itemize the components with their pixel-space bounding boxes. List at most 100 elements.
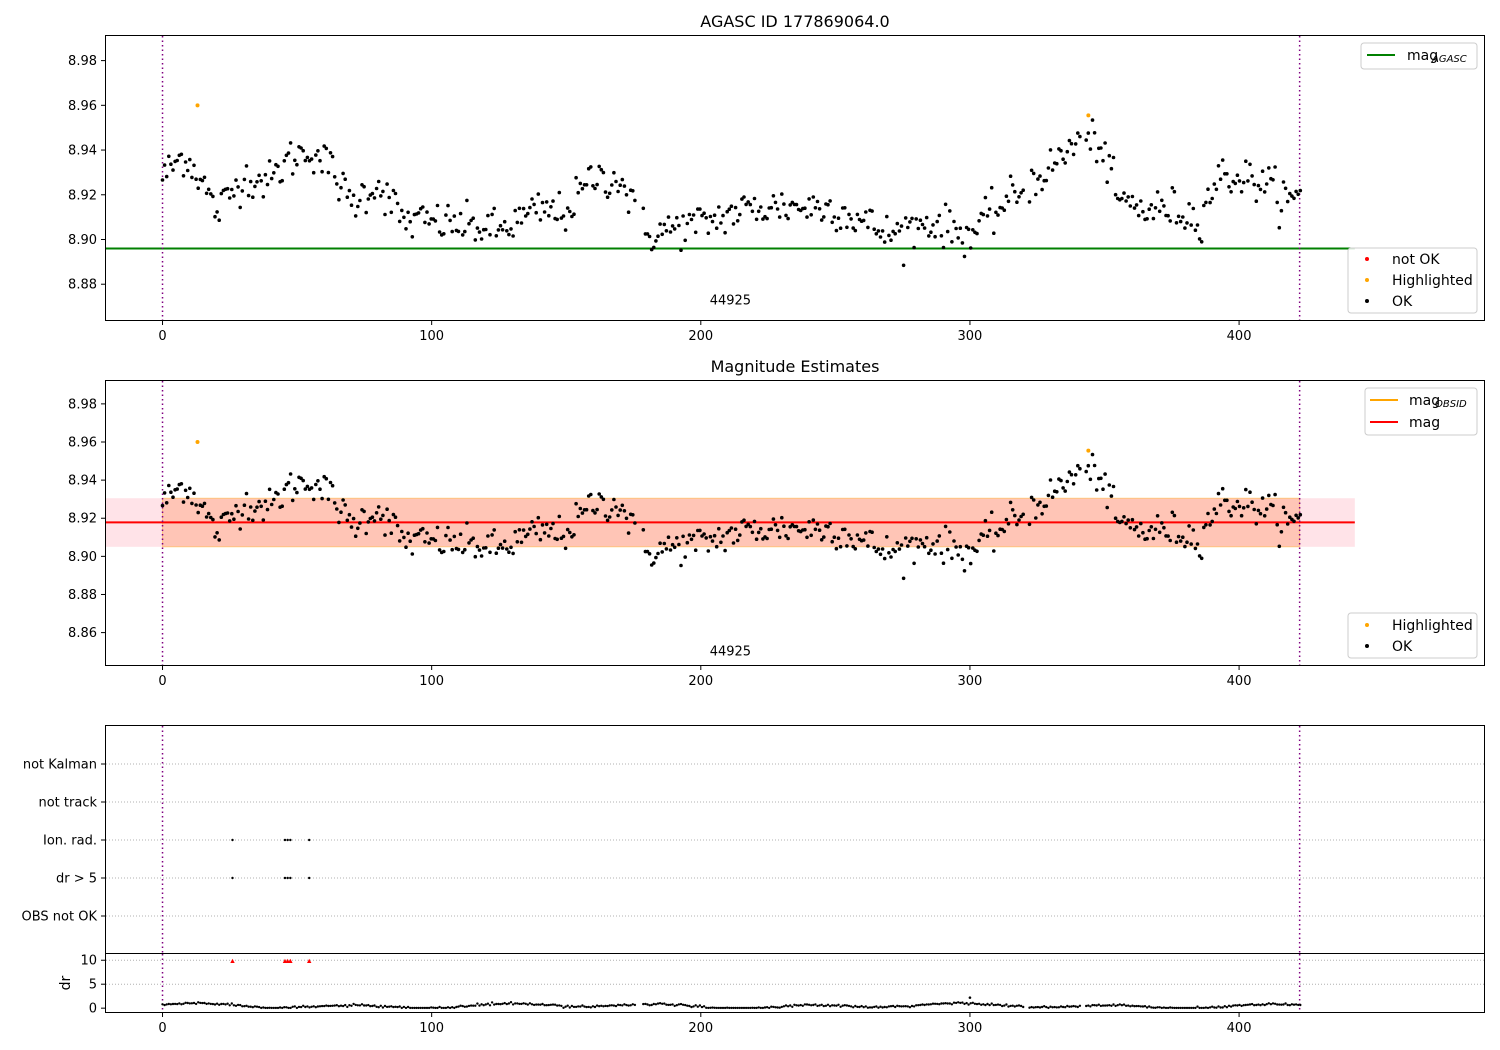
dr-point [702, 1005, 706, 1008]
flag-row-label: not track [38, 796, 97, 811]
dr-point [173, 1002, 177, 1006]
dr-point [545, 1004, 548, 1007]
ok-point [1162, 204, 1166, 208]
ok-point [192, 163, 196, 168]
dr-point [715, 1006, 718, 1010]
ok-point [290, 498, 295, 503]
ok-point [1212, 507, 1217, 511]
ok-point [456, 547, 461, 552]
dr-point [423, 1006, 427, 1010]
dr-point [400, 1006, 403, 1010]
dr-point [772, 1005, 775, 1009]
ok-point [452, 214, 457, 218]
ok-point [1254, 199, 1259, 203]
ok-point [181, 500, 186, 504]
obsid-label: 44925 [710, 644, 751, 659]
ok-point [968, 246, 973, 250]
ok-point [1155, 514, 1160, 518]
dr-point [770, 1005, 773, 1008]
ok-point [337, 520, 341, 525]
ok-point [624, 193, 629, 197]
ok-point [927, 551, 931, 556]
ok-point [416, 211, 421, 215]
legend-frame [1347, 247, 1478, 314]
ok-point [561, 534, 566, 539]
ok-point [383, 533, 387, 537]
dr-point [245, 1004, 248, 1007]
dr-point [1248, 1003, 1252, 1006]
dr-point [1045, 1005, 1048, 1009]
dr-point [289, 1006, 292, 1010]
ok-point [1275, 200, 1279, 205]
ok-point [1048, 148, 1053, 152]
dr-point [600, 1004, 603, 1007]
dr-point [944, 1002, 947, 1005]
ok-point [309, 157, 314, 161]
ok-point [1176, 214, 1181, 219]
ok-point [473, 238, 478, 242]
dr-point [860, 1004, 863, 1008]
dr-point [402, 1005, 406, 1009]
ok-point [572, 212, 576, 216]
y-tick-label: 5 [89, 978, 97, 993]
ok-point [710, 539, 715, 543]
ok-point [1183, 544, 1187, 549]
ok-point [616, 513, 620, 518]
ok-point [1227, 509, 1231, 514]
dr-point [241, 1005, 244, 1008]
ok-point [568, 209, 572, 214]
ok-point [211, 517, 215, 522]
ok-point [845, 544, 849, 548]
dr-point [438, 1005, 441, 1009]
ok-point [952, 219, 956, 224]
ok-point [1256, 508, 1261, 513]
ok-point [1069, 141, 1074, 146]
ok-point [1185, 540, 1189, 544]
ok-point [691, 213, 696, 217]
dr-point [998, 1003, 1002, 1007]
x-tick-label: 300 [958, 674, 983, 689]
ok-point [188, 486, 192, 491]
ok-point [343, 177, 348, 181]
ok-point [530, 197, 534, 201]
agasc-panel: AGASC ID 177869064.0 44925 0 100 200 300 400… [68, 12, 1485, 344]
ok-point [1017, 518, 1021, 522]
dr-point [984, 1003, 987, 1007]
dr-point [486, 1002, 490, 1005]
ok-point [633, 521, 637, 525]
dr-point [1164, 1006, 1168, 1010]
ok-point [1015, 200, 1019, 204]
dr-point [744, 1006, 748, 1010]
ok-point [1172, 189, 1177, 194]
dr-point [553, 1003, 557, 1006]
ok-point [1193, 546, 1198, 551]
ok-point [822, 215, 826, 219]
dr-point [1223, 1005, 1227, 1008]
ok-point [248, 505, 253, 509]
ok-point [467, 541, 471, 545]
dr-point [457, 1005, 460, 1008]
ok-point [987, 207, 992, 211]
ok-point [494, 551, 499, 555]
ok-point [1132, 206, 1137, 210]
ok-point [843, 206, 847, 210]
dr-point [833, 1004, 836, 1007]
dr-point [465, 1005, 469, 1008]
dr-point [171, 1002, 175, 1006]
ok-point [1168, 538, 1172, 543]
ok-point [870, 530, 874, 534]
ok-point [332, 501, 337, 505]
ok-point [425, 531, 429, 535]
ok-point [519, 540, 524, 545]
ok-point [1090, 118, 1095, 122]
ok-point [874, 549, 879, 554]
dr-point [1166, 1006, 1170, 1010]
x-tick-label: 100 [419, 674, 444, 689]
x-tick-label: 200 [688, 329, 713, 344]
dr-point [1261, 1003, 1264, 1006]
ok-point [1013, 513, 1017, 518]
ok-point [351, 516, 356, 521]
ok-point [164, 174, 169, 179]
ok-point [1149, 525, 1154, 529]
